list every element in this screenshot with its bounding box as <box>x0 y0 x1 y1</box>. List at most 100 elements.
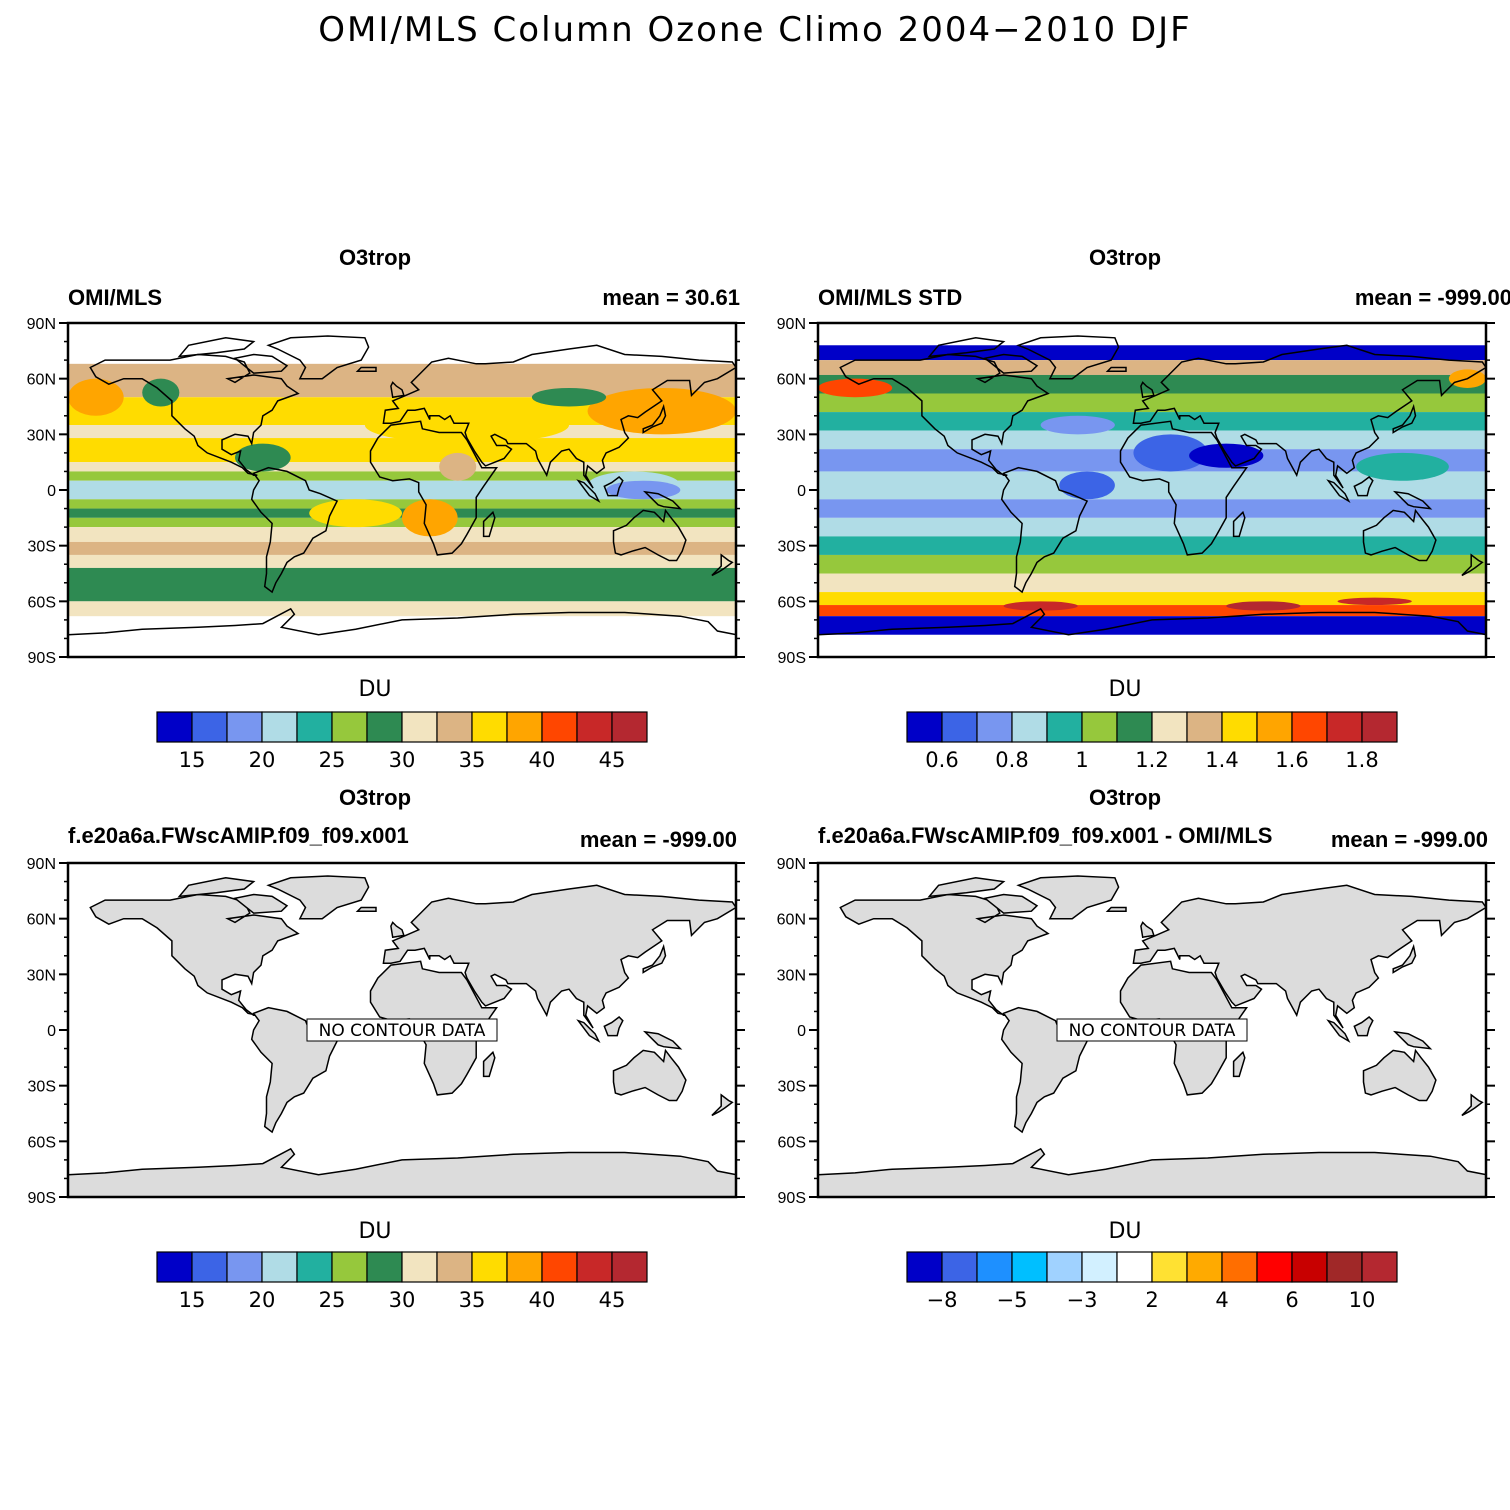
lat-tick-label: 90S <box>28 1190 56 1207</box>
contour-blob <box>235 443 291 472</box>
contour-blob <box>531 387 607 407</box>
land-antarctica <box>818 1147 1486 1197</box>
contour-band <box>818 412 1486 431</box>
panel-title: O3trop <box>338 785 412 810</box>
land-britain <box>1140 921 1155 939</box>
land-eurasia <box>382 884 736 1029</box>
colorbar-tick-label: 45 <box>599 1288 626 1312</box>
coastline-baffin <box>233 353 289 374</box>
lat-axis: 90N 60N 30N 0 30S 60S 90S <box>777 316 1495 667</box>
lat-axis: 90N 60N 30N 0 30S 60S 90S <box>777 856 1495 1207</box>
colorbar-tick-label: 45 <box>599 748 626 772</box>
contour-band <box>68 480 736 500</box>
coastline-iceland <box>1105 366 1127 372</box>
contour-blob <box>1189 443 1264 468</box>
contour-band <box>818 499 1486 518</box>
colorbar-segment <box>1221 1251 1258 1283</box>
colorbar-segment <box>1361 1251 1398 1283</box>
colorbar-segment <box>541 711 578 743</box>
contour-band <box>68 462 736 472</box>
colorbar-segment <box>1186 1251 1223 1283</box>
lat-tick-label: 90N <box>27 316 56 333</box>
colorbar-segment <box>331 711 368 743</box>
contour-field <box>68 323 736 657</box>
colorbar-segment <box>296 1251 333 1283</box>
land-iceland <box>355 906 377 912</box>
contour-blob <box>818 378 893 398</box>
colorbar-segment <box>366 711 403 743</box>
lat-tick-label: 30S <box>28 1079 56 1096</box>
lat-tick-label: 30N <box>777 427 806 444</box>
land-madagascar <box>1232 1050 1246 1078</box>
colorbar-segment <box>1081 711 1118 743</box>
colorbar-segment <box>576 1251 613 1283</box>
land-sumatra <box>1326 1019 1351 1044</box>
colorbar-segment <box>1221 711 1258 743</box>
colorbar-tick-label: 40 <box>529 1288 556 1312</box>
colorbar-segment <box>1151 1251 1188 1283</box>
colorbar-title: DU <box>358 677 392 702</box>
coastlines <box>68 335 736 657</box>
contour-band <box>68 438 736 463</box>
coastline-namerica <box>89 353 300 476</box>
contour-blob <box>439 452 477 481</box>
colorbar-segment <box>541 1251 578 1283</box>
lat-tick-label: 60S <box>28 1134 56 1151</box>
colorbar-segment <box>1361 711 1398 743</box>
contour-band <box>818 360 1486 375</box>
lat-tick-label: 60N <box>777 372 806 389</box>
colorbar-segment <box>1116 1251 1153 1283</box>
lat-axis: 90N 60N 30N 0 30S 60S 90S <box>27 856 745 1207</box>
colorbar-segment <box>506 711 543 743</box>
colorbar-tick-label: 0.6 <box>925 748 958 772</box>
figure-title: OMI/MLS Column Ozone Climo 2004−2010 DJF <box>318 10 1192 50</box>
colorbar-tick-label: 4 <box>1215 1288 1228 1312</box>
colorbar-segment <box>226 711 263 743</box>
colorbar-segment <box>941 1251 978 1283</box>
colorbar-segment <box>261 711 298 743</box>
coastline-britain <box>390 381 405 399</box>
lat-tick-label: 30S <box>28 539 56 556</box>
coastline-africa <box>369 420 499 556</box>
land-iceland <box>1105 906 1127 912</box>
contour-blob <box>309 499 402 528</box>
lat-tick-label: 90N <box>777 316 806 333</box>
contour-band <box>818 536 1486 555</box>
lat-tick-label: 60S <box>778 594 806 611</box>
lat-tick-label: 90S <box>778 1190 806 1207</box>
colorbar-segment <box>1081 1251 1118 1283</box>
contour-blob <box>402 499 458 537</box>
colorbar-segment <box>1151 711 1188 743</box>
contour-band <box>68 471 736 481</box>
coastline-australia <box>612 508 687 562</box>
panel-mean-string: mean = -999.00 <box>1354 285 1510 310</box>
contour-blob <box>1226 601 1301 611</box>
coastline-arctic_isl <box>927 337 1006 358</box>
land-borneo <box>603 1016 624 1037</box>
colorbar-tick-label: 25 <box>319 1288 346 1312</box>
lat-tick-label: 30N <box>27 967 56 984</box>
lat-tick-label: 30N <box>27 427 56 444</box>
panel-title: O3trop <box>338 245 412 270</box>
colorbar-segment <box>1116 711 1153 743</box>
panel-omi-mls: O3trop OMI/MLS mean = 30.61 90N 60N 30N 0 30… <box>0 245 750 785</box>
panel-mean-string: mean = 30.61 <box>602 285 740 310</box>
colorbar-segment <box>976 1251 1013 1283</box>
land-namerica <box>839 893 1050 1016</box>
colorbar-segment <box>1326 711 1363 743</box>
colorbar-title: DU <box>1108 677 1142 702</box>
coastline-sumatra <box>1326 479 1351 504</box>
colorbar-segment <box>436 1251 473 1283</box>
contour-blob <box>1003 601 1078 611</box>
colorbar-tick-label: 1.2 <box>1135 748 1168 772</box>
land-baffin <box>233 893 289 914</box>
colorbar-tick-label: 1.4 <box>1205 748 1238 772</box>
colorbar-segment <box>401 711 438 743</box>
panel-title: O3trop <box>1088 245 1162 270</box>
coastline-borneo <box>603 476 624 497</box>
colorbar-tick-label: 30 <box>389 748 416 772</box>
land-madagascar <box>482 1050 496 1078</box>
contour-blob <box>364 406 569 444</box>
lat-axis: 90N 60N 30N 0 30S 60S 90S <box>27 316 745 667</box>
coastline-nz <box>711 553 734 577</box>
